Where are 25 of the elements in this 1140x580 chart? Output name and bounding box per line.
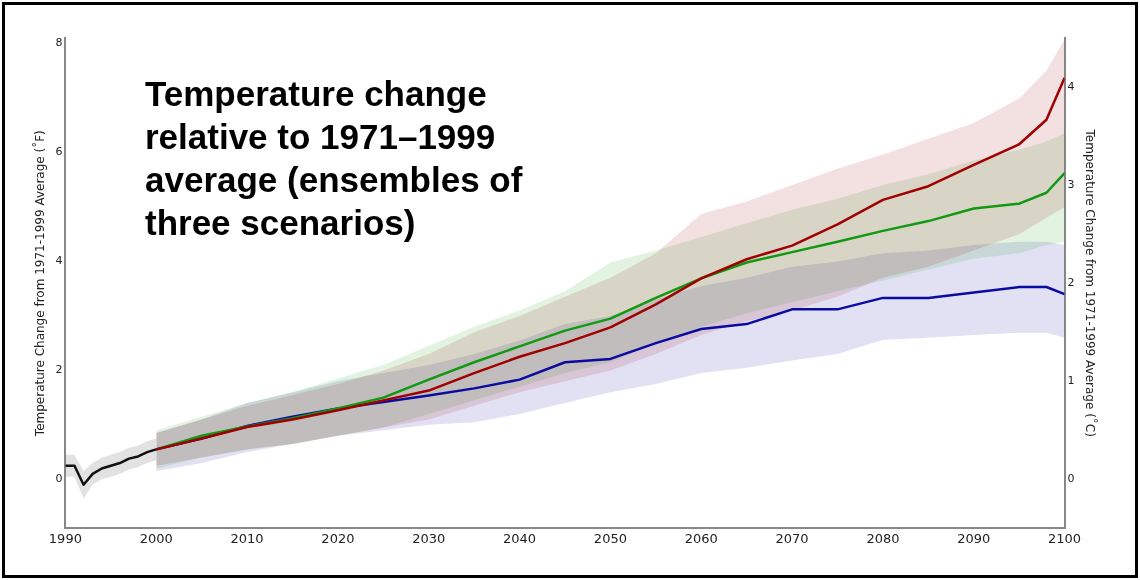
x-tick-label: 2050 [593,530,627,546]
y2-axis-title: Temperature Change from 1971-1999 Average (˚C) [1082,128,1098,437]
y2-tick-label: 1 [1067,374,1075,388]
x-tick-label: 2080 [866,530,900,546]
x-tick-label: 2030 [412,530,446,546]
y-tick-label: 2 [55,363,63,377]
y2-tick-label: 0 [1067,472,1075,486]
x-tick-label: 2040 [503,530,537,546]
y-axis-title: Temperature Change from 1971-1999 Average (˚F) [32,130,48,438]
y2-tick-label: 3 [1067,177,1075,191]
x-tick-label: 2020 [321,530,355,546]
y-tick-label: 0 [55,472,63,486]
x-tick-label: 2060 [684,530,718,546]
y-tick-label: 6 [55,145,63,159]
y2-tick-label: 2 [1067,276,1075,290]
x-tick-label: 2010 [230,530,264,546]
x-tick-label: 2100 [1048,530,1082,546]
y-tick-label: 8 [55,36,63,50]
text: Temperature change relative to 1971–1999 average (ensembles of three scenarios) [145,73,524,244]
y2-tick-label: 4 [1067,79,1075,93]
y-tick-label: 4 [55,254,63,268]
x-tick-label: 1990 [48,530,82,546]
x-tick-label: 2090 [957,530,991,546]
x-tick-label: 2070 [775,530,809,546]
x-tick-label: 2000 [139,530,173,546]
